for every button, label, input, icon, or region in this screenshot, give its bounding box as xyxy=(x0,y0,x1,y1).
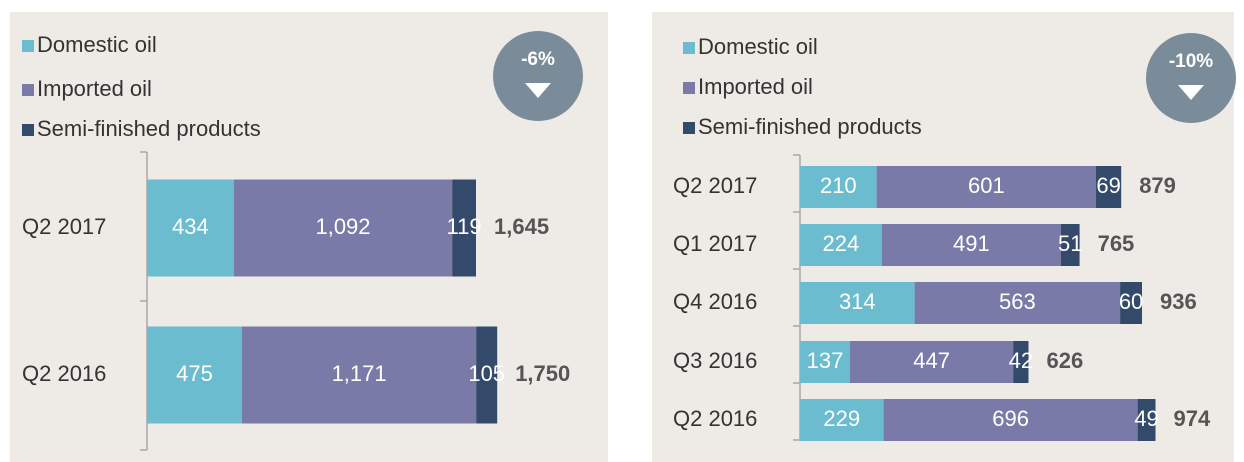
value-label: 601 xyxy=(968,173,1005,198)
value-label: 1,171 xyxy=(332,361,387,386)
value-label: 563 xyxy=(999,289,1036,314)
category-label: Q2 2017 xyxy=(22,214,106,239)
value-label: 475 xyxy=(176,361,213,386)
bar-segment xyxy=(1120,282,1143,324)
value-label: 49 xyxy=(1134,406,1158,431)
category-label: Q2 2016 xyxy=(673,406,757,431)
value-label: 447 xyxy=(913,348,950,373)
badge-arrow xyxy=(525,83,551,98)
value-label: 224 xyxy=(823,231,860,256)
bar-segment xyxy=(800,341,851,383)
bar-segment xyxy=(242,326,477,424)
bar-segment xyxy=(914,282,1121,324)
bar-segment xyxy=(850,341,1014,383)
bar-segment xyxy=(800,224,882,266)
category-label: Q1 2017 xyxy=(673,231,757,256)
legend-swatch xyxy=(683,122,695,134)
category-label: Q4 2016 xyxy=(673,289,757,314)
category-label: Q2 2016 xyxy=(22,361,106,386)
bar-segment xyxy=(881,224,1061,266)
legend-swatch xyxy=(22,40,34,52)
total-label: 626 xyxy=(1046,348,1083,373)
category-label: Q3 2016 xyxy=(673,348,757,373)
legend-swatch xyxy=(683,42,695,54)
legend-swatch xyxy=(683,82,695,94)
total-label: 879 xyxy=(1139,173,1176,198)
bar-segment xyxy=(476,326,498,424)
value-label: 51 xyxy=(1058,231,1082,256)
total-label: 765 xyxy=(1098,231,1135,256)
value-label: 1,092 xyxy=(315,214,370,239)
bar-segment xyxy=(883,399,1138,441)
value-label: 229 xyxy=(823,406,860,431)
legend-label: Imported oil xyxy=(37,76,152,101)
bar-segment xyxy=(876,166,1097,208)
value-label: 137 xyxy=(807,348,844,373)
value-label: 491 xyxy=(953,231,990,256)
bar-segment xyxy=(1013,341,1029,383)
legend-label: Semi-finished products xyxy=(698,114,922,139)
value-label: 314 xyxy=(839,289,876,314)
value-label: 60 xyxy=(1119,289,1143,314)
badge-label: -10% xyxy=(1169,51,1213,72)
value-label: 105 xyxy=(468,361,505,386)
category-label: Q2 2017 xyxy=(673,173,757,198)
total-label: 936 xyxy=(1160,289,1197,314)
value-label: 119 xyxy=(447,214,482,239)
bar-segment xyxy=(800,399,884,441)
total-label: 1,645 xyxy=(494,214,549,239)
bar-segment xyxy=(1096,166,1122,208)
legend-label: Domestic oil xyxy=(698,34,818,59)
bar-segment xyxy=(1137,399,1156,441)
badge-arrow xyxy=(1178,85,1204,100)
badge xyxy=(493,31,583,121)
bar-segment xyxy=(233,179,453,277)
bar-segment xyxy=(452,179,476,277)
total-label: 1,750 xyxy=(515,361,570,386)
legend-label: Imported oil xyxy=(698,74,813,99)
bar-segment xyxy=(800,282,915,324)
legend-swatch xyxy=(22,84,34,96)
bar-segment xyxy=(147,326,242,424)
bar-segment xyxy=(1060,224,1080,266)
value-label: 696 xyxy=(992,406,1029,431)
value-label: 434 xyxy=(172,214,209,239)
total-label: 974 xyxy=(1174,406,1211,431)
badge xyxy=(1146,33,1236,123)
bar-segment xyxy=(147,179,234,277)
value-label: 69 xyxy=(1096,173,1120,198)
legend-label: Domestic oil xyxy=(37,32,157,57)
bar-segment xyxy=(800,166,877,208)
legend-swatch xyxy=(22,124,34,136)
value-label: 42 xyxy=(1009,348,1033,373)
badge-label: -6% xyxy=(521,49,555,70)
legend-label: Semi-finished products xyxy=(37,116,261,141)
value-label: 210 xyxy=(820,173,857,198)
